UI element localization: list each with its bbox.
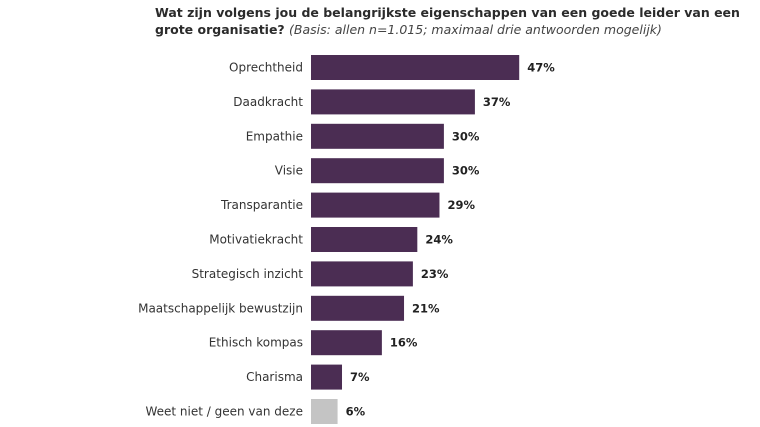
bar: [311, 399, 338, 424]
bar: [311, 192, 440, 218]
category-label: Transparantie: [220, 198, 303, 212]
title-text: Wat zijn volgens jou de belangrijkste ei…: [155, 5, 740, 37]
value-label: 29%: [447, 198, 475, 212]
value-label: 30%: [452, 164, 480, 178]
bar: [311, 89, 475, 115]
bar: [311, 364, 343, 390]
category-label: Strategisch inzicht: [192, 267, 304, 281]
category-label: Maatschappelijk bewustzijn: [138, 301, 303, 315]
chart-subtitle: (Basis: allen n=1.015; maximaal drie ant…: [289, 22, 662, 37]
value-label: 21%: [412, 301, 440, 315]
bar: [311, 295, 405, 321]
bar: [311, 227, 418, 252]
category-label: Ethisch kompas: [209, 336, 303, 350]
value-label: 6%: [346, 405, 366, 419]
category-label: Charisma: [246, 370, 303, 384]
value-label: 16%: [390, 336, 418, 350]
category-label: Oprechtheid: [229, 61, 303, 75]
bar: [311, 330, 382, 356]
value-label: 47%: [527, 61, 555, 75]
value-label: 24%: [425, 233, 453, 247]
bar: [311, 55, 520, 80]
category-label: Weet niet / geen van deze: [145, 405, 303, 419]
category-label: Motivatiekracht: [209, 233, 303, 247]
value-label: 23%: [421, 267, 449, 281]
bar: [311, 261, 413, 287]
category-label: Empathie: [246, 129, 303, 143]
chart-title: Wat zijn volgens jou de belangrijkste ei…: [155, 4, 755, 38]
value-label: 7%: [350, 370, 370, 384]
value-label: 30%: [452, 129, 480, 143]
category-label: Visie: [275, 164, 303, 178]
bar: [311, 158, 444, 184]
bar: [311, 123, 444, 149]
category-label: Daadkracht: [233, 95, 303, 109]
value-label: 37%: [483, 95, 511, 109]
